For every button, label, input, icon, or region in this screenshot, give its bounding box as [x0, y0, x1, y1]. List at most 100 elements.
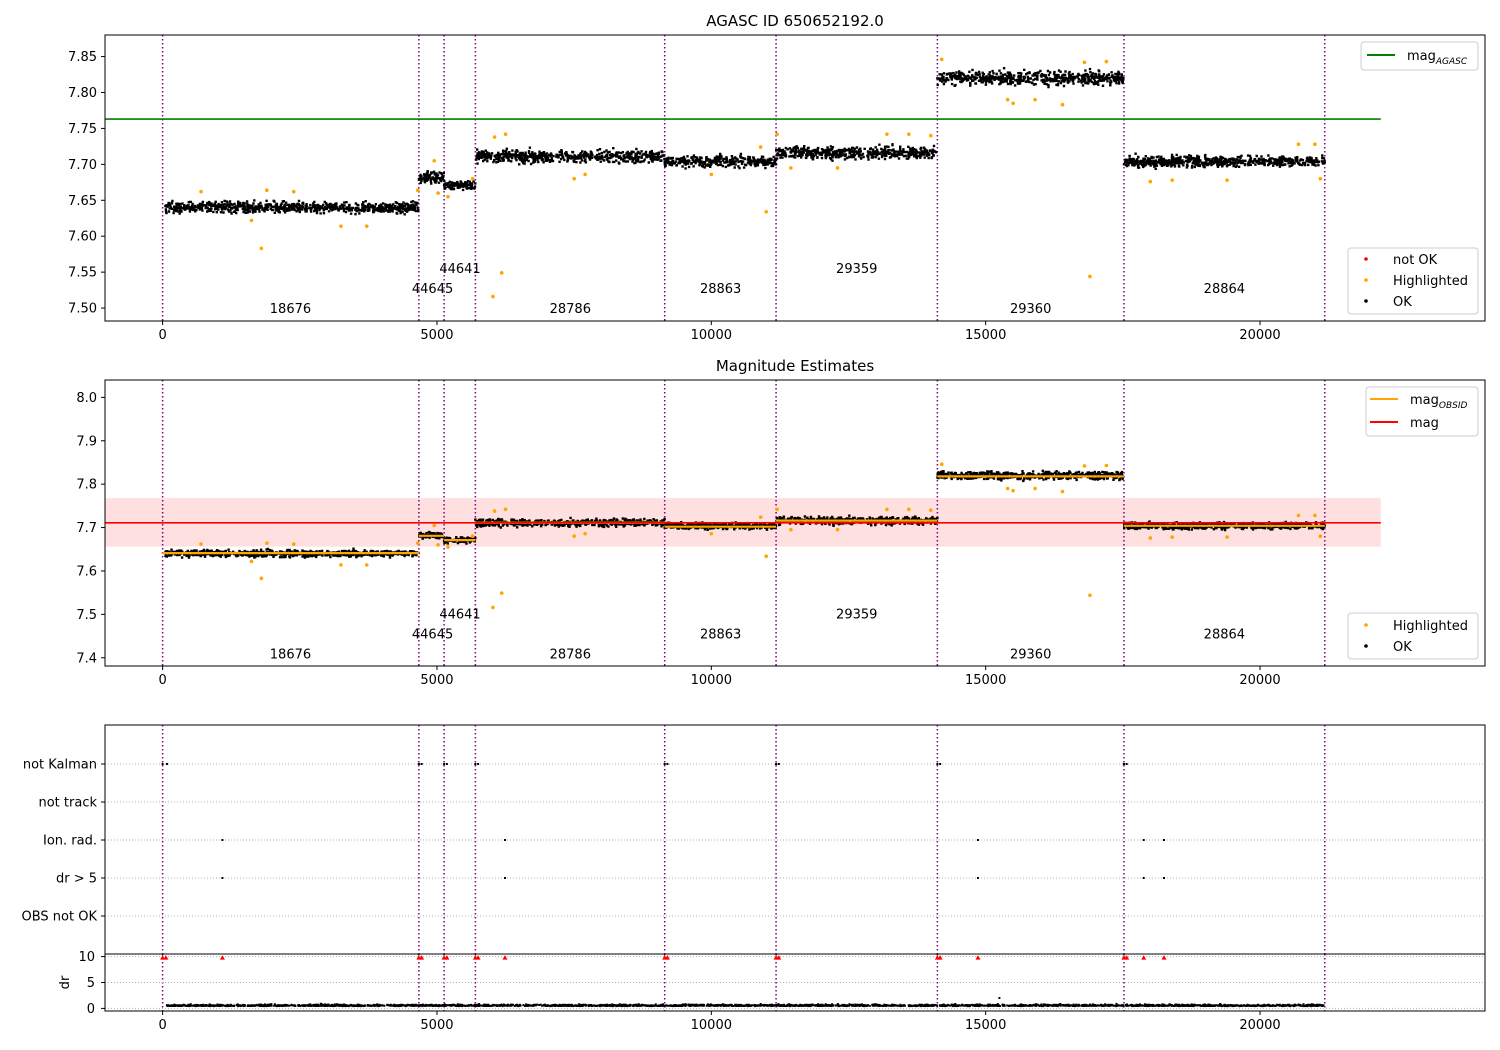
panel-mag-estimates-highlighted-point [583, 531, 587, 536]
panel-dr: 0 5000 10000 15000 20000 0 5 10 dr [58, 950, 1486, 1033]
panel-mag-estimates-highlighted-point [432, 523, 437, 528]
panel-mag-estimates-highlighted-point [470, 534, 475, 539]
panel-mag-estimates-xtick-label: 10000 [691, 673, 732, 688]
panel-agasc-highlighted-point [1148, 179, 1153, 184]
panel-agasc-ytick-label: 7.75 [68, 122, 97, 137]
panel-mag-estimates-xtick-label: 0 [158, 673, 166, 688]
panel-dr-red-marker [475, 955, 481, 960]
panel-mag-estimates-legend-obsid-label: magOBSID [1410, 393, 1468, 411]
panel-mag-estimates-highlighted-point [1060, 489, 1065, 494]
panel-agasc-obsid-label: 29360 [1010, 302, 1051, 317]
panel-mag-estimates-highlighted-point [1082, 464, 1087, 468]
panel-mag-estimates-highlighted-point [492, 509, 497, 513]
panel-agasc-highlighted-point [1170, 178, 1175, 182]
panel-agasc-ytick-label: 7.50 [68, 302, 97, 317]
panel-mag-estimates-highlighted-point [199, 542, 203, 546]
panel-flags-point [445, 763, 448, 765]
panel-flags-point [1142, 877, 1145, 879]
panel-agasc-highlighted-point [492, 135, 497, 139]
panel-flags-point [777, 763, 780, 765]
panel-agasc-highlighted-point [1033, 97, 1037, 102]
panel-dr-outlier [998, 997, 1001, 1000]
panel-mag-estimates-legend-bottom [1347, 612, 1479, 660]
panel-agasc-legend-not-ok-label: not OK [1393, 253, 1438, 268]
panel-agasc-highlighted-point [339, 224, 343, 228]
panel-mag-estimates-highlighted-point [491, 605, 495, 610]
panel-agasc-legend-not-ok-marker [1364, 257, 1368, 261]
panel-agasc-legend-highlighted-marker [1364, 278, 1368, 282]
panel-mag-estimates-ytick-label: 7.8 [76, 478, 97, 493]
panel-agasc-highlighted-point [1313, 142, 1317, 147]
panel-agasc-ok-points [775, 143, 938, 162]
panel-dr-red-marker [163, 955, 169, 960]
panel-mag-estimates-highlighted-point [1011, 488, 1015, 493]
panel-mag-estimates-highlighted-point [364, 563, 369, 567]
panel-flags-category-label: OBS not OK [22, 910, 98, 925]
panel-flags-point [504, 839, 507, 841]
panel-dr-xtick-label: 10000 [691, 1018, 732, 1033]
panel-agasc-highlighted-point [572, 176, 576, 181]
panel-mag-estimates-obsid-label: 18676 [270, 647, 311, 662]
panel-agasc-legend-mag-agasc-label: magAGASC [1407, 49, 1468, 67]
panel-flags-point [161, 763, 164, 765]
panel-mag-estimates-highlighted-point [1104, 463, 1109, 468]
panel-agasc-highlighted-point [885, 132, 889, 136]
panel-mag-estimates-highlighted-point [835, 527, 840, 532]
panel-agasc-highlighted-point [265, 188, 269, 193]
panel-mag-estimates-highlighted-point [1313, 513, 1317, 518]
panel-agasc-obsid-label: 28863 [700, 282, 741, 297]
panel-agasc-frame [104, 34, 1486, 322]
panel-mag-estimates-highlighted-point [415, 541, 420, 545]
panel-agasc-obsid-label: 18676 [270, 302, 311, 317]
panel-agasc-legend-highlighted-label: Highlighted [1393, 274, 1468, 289]
panel-mag-estimates-frame [104, 379, 1486, 667]
panel-dr-red-marker [1141, 955, 1147, 960]
panel-flags-category-label: Ion. rad. [43, 834, 97, 849]
panel-mag-estimates-highlighted-point [1318, 534, 1323, 539]
panel-agasc-highlighted-point [364, 224, 369, 228]
panel-dr-points [165, 1002, 420, 1008]
panel-flags-point [221, 877, 224, 879]
panel-dr-red-marker [975, 955, 981, 960]
panel-agasc-obsid-label: 44645 [412, 282, 453, 297]
panel-agasc-ok-points [164, 199, 420, 216]
panel-agasc-ok-points [474, 146, 666, 166]
panel-mag-estimates-obsid-label: 29360 [1010, 647, 1051, 662]
panel-agasc-highlighted-point [415, 188, 420, 193]
panel-agasc-legend-ok-marker [1364, 299, 1368, 303]
panel-agasc-highlighted-point [491, 294, 495, 299]
panel-agasc-highlighted-point [775, 132, 779, 136]
panel-flags-point [477, 763, 480, 765]
panel-agasc-highlighted-point [1318, 176, 1323, 181]
panel-dr-red-marker [1161, 955, 1167, 960]
panel-flags-point [166, 763, 169, 765]
panel-mag-estimates-highlighted-point [1170, 535, 1175, 539]
panel-mag-estimates-highlighted-point [758, 515, 763, 519]
panel-agasc-legend-top [1360, 41, 1479, 71]
panel-flags-point [1142, 839, 1145, 841]
panel-agasc-xtick-label: 20000 [1239, 328, 1280, 343]
panel-agasc-obsid-label: 29359 [836, 262, 877, 277]
panel-mag-estimates-legend-ok-label: OK [1393, 640, 1412, 655]
panel-mag-estimates-highlighted-point [1296, 513, 1301, 518]
panel-flags-point [443, 763, 446, 765]
panel-agasc-highlighted-point [789, 166, 793, 170]
panel-mag-estimates-highlighted-point [436, 543, 440, 547]
panel-flags-point [1163, 839, 1166, 841]
panel-mag-estimates-highlighted-point [499, 591, 504, 595]
panel-flags-category-label: not track [38, 796, 97, 811]
panel-flags-point [976, 839, 979, 841]
panel-mag-estimates-highlighted-point [885, 507, 889, 512]
panel-agasc-highlighted-point [432, 158, 437, 163]
panel-mag-estimates-highlighted-point [249, 559, 254, 564]
panel-agasc-ytick-label: 7.80 [68, 86, 97, 101]
panel-dr-xtick-label: 20000 [1239, 1018, 1280, 1033]
panel-mag-estimates-obsid-label: 28864 [1204, 627, 1245, 642]
panel-dr-points [775, 1003, 938, 1008]
panel-mag-estimates: Magnitude Estimates 18676 44645 44641 28786 2… [76, 357, 1486, 688]
panel-dr-points [443, 1003, 476, 1008]
panel-mag-estimates-highlighted-point [339, 563, 343, 567]
panel-agasc-legend-ok-label: OK [1393, 295, 1412, 310]
panel-agasc-ytick-label: 7.70 [68, 158, 97, 173]
